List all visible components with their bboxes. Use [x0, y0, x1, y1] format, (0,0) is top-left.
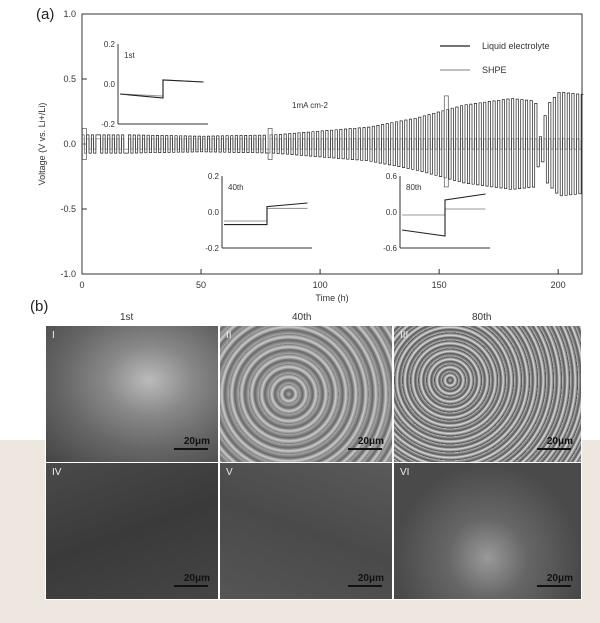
panel-b-label: (b): [30, 298, 49, 315]
inset-tick-label: 0.6: [386, 172, 398, 181]
column-header-1st: 1st: [120, 312, 134, 323]
sem-image-V: V 20μm: [219, 462, 393, 600]
panel-numeral: I: [52, 330, 55, 341]
inset-chart-80th: 0.6 0.0 -0.6 80th: [383, 172, 490, 253]
inset-tick-label: 0.0: [104, 80, 116, 89]
sem-image-III: III 20μm: [393, 325, 582, 463]
scale-bar-label: 20μm: [546, 436, 573, 447]
inset-tick-label: 0.0: [386, 208, 398, 217]
legend-label: SHPE: [482, 65, 507, 75]
inset-label: 1st: [124, 51, 135, 60]
x-tick-label: 100: [313, 280, 328, 290]
panel-numeral: VI: [400, 467, 410, 478]
column-header-40th: 40th: [292, 312, 312, 323]
y-tick-label: 0.5: [63, 74, 76, 84]
scale-bar: [537, 585, 571, 587]
panel-numeral: IV: [52, 467, 62, 478]
x-tick-label: 150: [432, 280, 447, 290]
y-tick-label: -1.0: [60, 269, 76, 279]
scale-bar: [174, 585, 208, 587]
scale-bar-label: 20μm: [183, 436, 210, 447]
voltage-chart: 0 50 100 150 200 1.0 0.5 0.0 -0.5 -1.0 Time (h) Vol…: [37, 9, 584, 303]
column-header-80th: 80th: [472, 312, 492, 323]
y-tick-label: 0.0: [63, 139, 76, 149]
scale-bar: [348, 585, 382, 587]
inset-chart-40th: 0.2 0.0 -0.2 40th: [205, 172, 312, 253]
sem-image-IV: IV 20μm: [45, 462, 219, 600]
inset-tick-label: -0.6: [383, 244, 397, 253]
inset-label: 80th: [406, 183, 422, 192]
panel-numeral: V: [226, 467, 233, 478]
panel-a-label: (a): [36, 6, 55, 23]
inset-line-shpe: [224, 207, 308, 222]
sem-image-I: I 20μm: [45, 325, 219, 463]
x-tick-label: 0: [79, 280, 84, 290]
x-tick-label: 50: [196, 280, 206, 290]
panel-numeral: II: [226, 330, 232, 341]
scale-bar: [348, 448, 382, 450]
x-tick-label: 200: [551, 280, 566, 290]
inset-tick-label: -0.2: [205, 244, 219, 253]
inset-tick-label: 0.2: [104, 40, 116, 49]
inset-label: 40th: [228, 183, 244, 192]
y-axis-label: Voltage (V vs. Li+/Li): [37, 103, 47, 186]
inset-line-shpe: [119, 79, 204, 97]
scale-bar: [174, 448, 208, 450]
sem-image-VI: VI 20μm: [393, 462, 582, 600]
panel-numeral: III: [400, 330, 409, 341]
inset-line-liquid: [401, 193, 486, 237]
inset-tick-label: 0.2: [208, 172, 220, 181]
scale-bar: [537, 448, 571, 450]
zoom-marker-box: [267, 128, 273, 160]
current-density-annotation: 1mA cm-2: [292, 101, 329, 110]
y-tick-label: 1.0: [63, 9, 76, 19]
x-axis-label: Time (h): [315, 293, 348, 303]
scale-bar-label: 20μm: [357, 436, 384, 447]
inset-line-liquid: [119, 79, 204, 99]
inset-line-shpe: [402, 208, 486, 216]
sem-image-II: II 20μm: [219, 325, 393, 463]
zoom-marker-box: [443, 95, 449, 188]
zoom-marker-box: [82, 128, 87, 160]
scale-bar-label: 20μm: [546, 573, 573, 584]
inset-tick-label: 0.0: [208, 208, 220, 217]
inset-tick-label: -0.2: [101, 120, 115, 129]
scale-bar-label: 20μm: [183, 573, 210, 584]
scale-bar-label: 20μm: [357, 573, 384, 584]
y-tick-label: -0.5: [60, 204, 76, 214]
inset-line-liquid: [224, 202, 308, 226]
series-line-shpe: [82, 91, 584, 197]
legend-label: Liquid electrolyte: [482, 41, 550, 51]
inset-chart-1st: 0.2 0.0 -0.2 1st: [101, 40, 208, 129]
